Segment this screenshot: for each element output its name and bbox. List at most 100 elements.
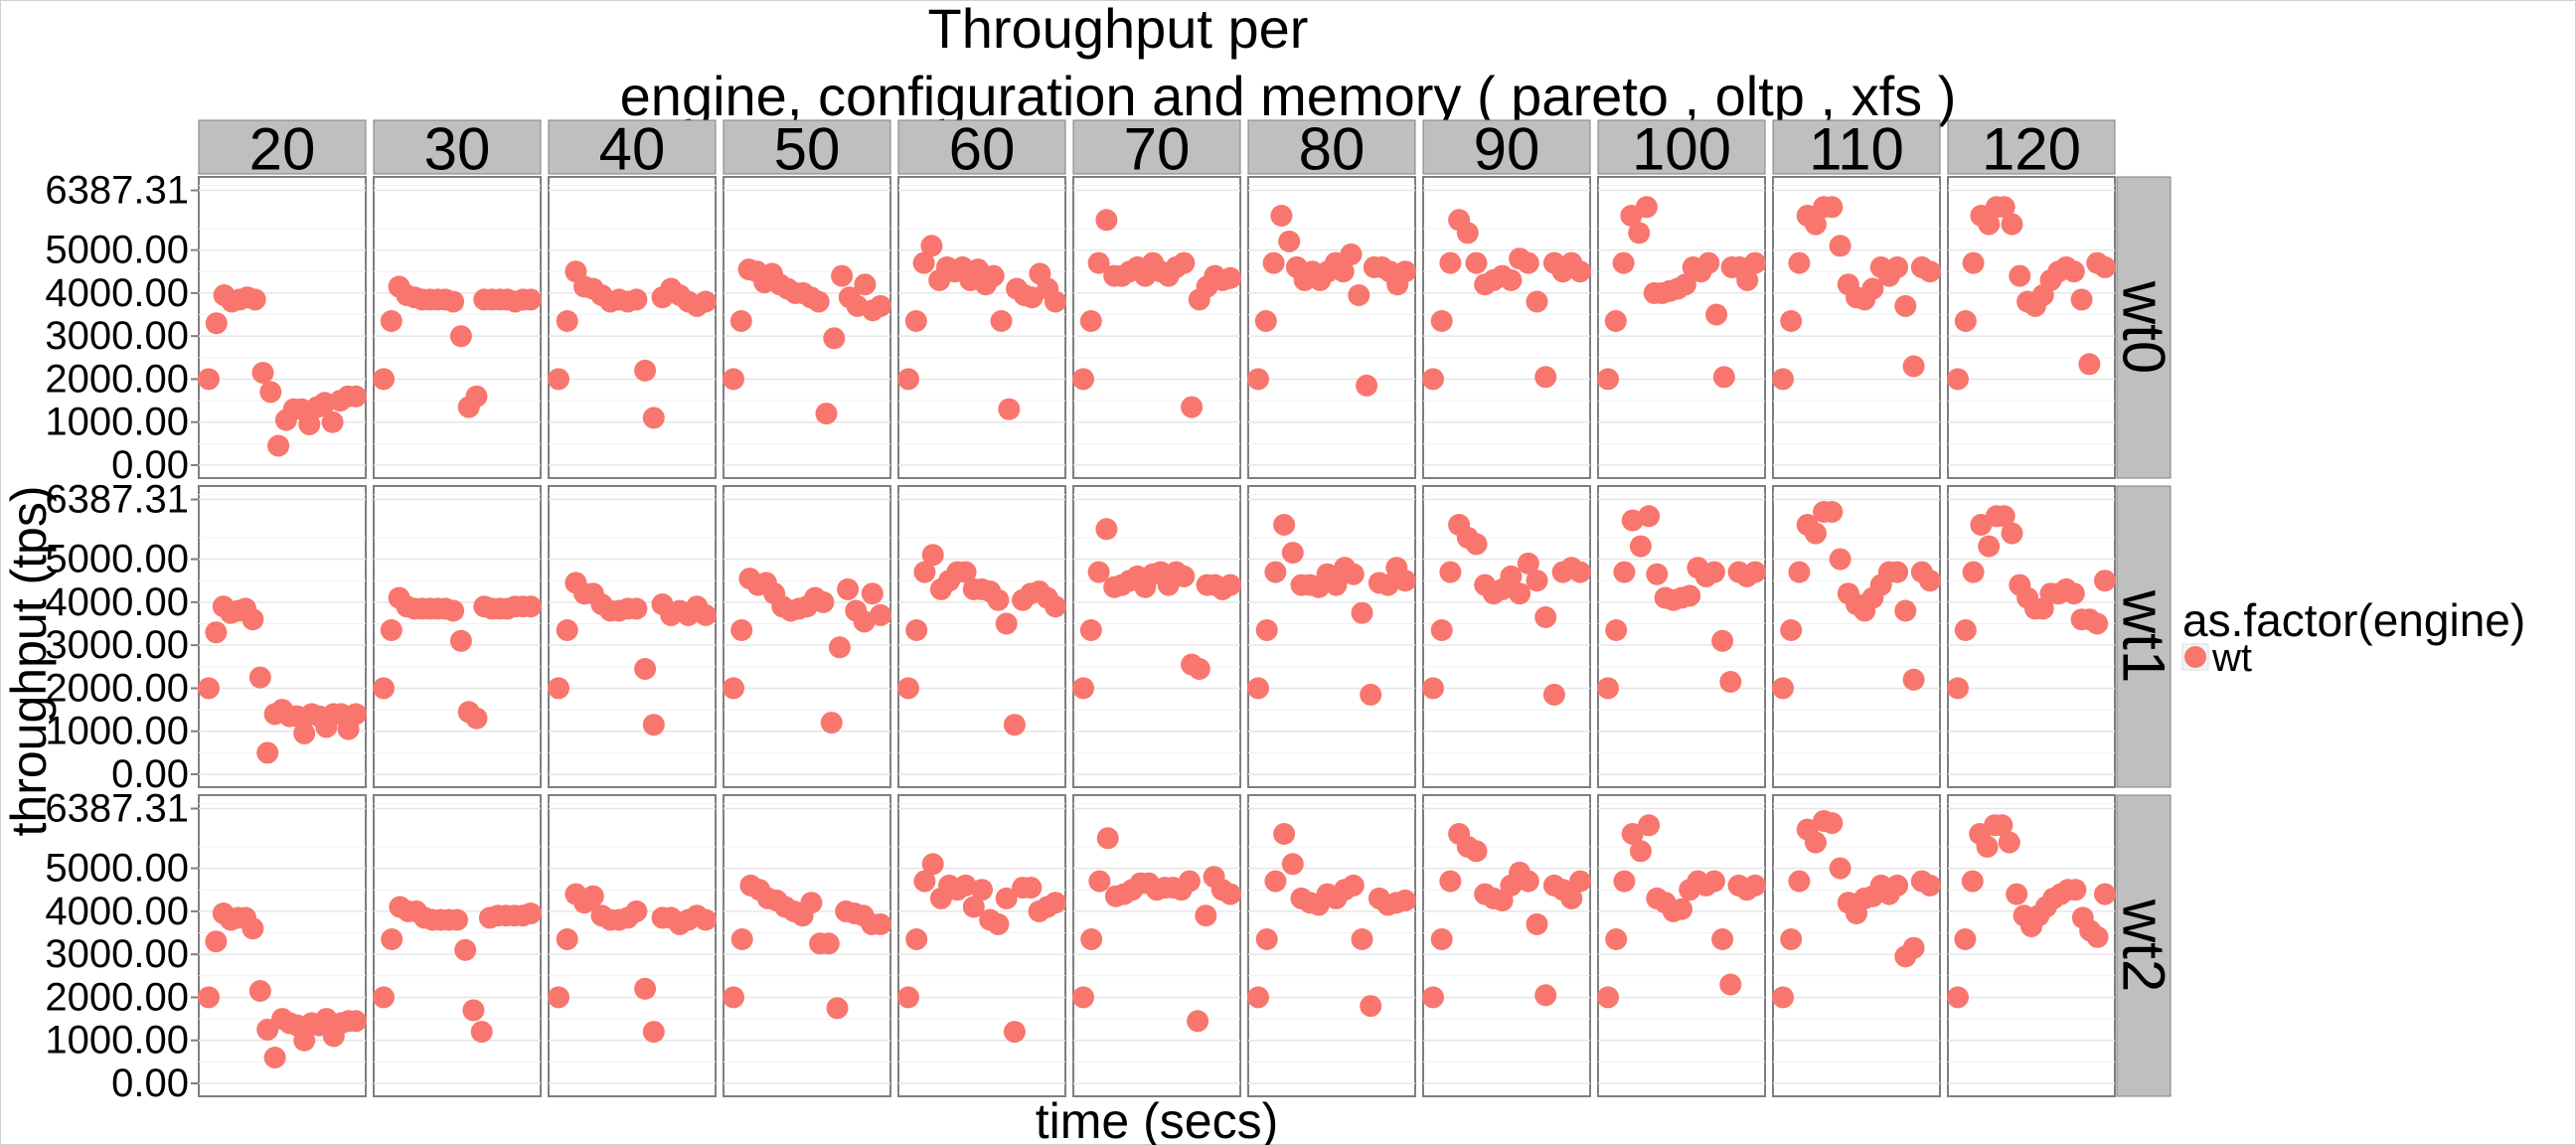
data-point [1629, 535, 1652, 558]
data-point [1947, 368, 1969, 391]
data-point [1736, 268, 1759, 291]
data-point [820, 712, 843, 735]
data-point [897, 677, 919, 700]
data-point [870, 603, 891, 626]
data-point [1674, 273, 1696, 296]
data-point [1247, 368, 1269, 391]
y-tick-label: 2000.00 [45, 357, 189, 401]
data-point [1080, 928, 1103, 950]
panel-wt2-20 [198, 794, 367, 1097]
data-point [2094, 255, 2116, 278]
data-point [870, 912, 891, 935]
data-point [256, 741, 279, 764]
panel-background [723, 794, 891, 1097]
legend-key-point [2184, 646, 2206, 668]
data-point [548, 368, 569, 391]
data-point [990, 310, 1013, 332]
data-point [1947, 677, 1969, 700]
data-point [1072, 677, 1094, 700]
data-point [2078, 353, 2101, 376]
y-tick-label: 5000.00 [45, 538, 189, 581]
data-point [2064, 879, 2087, 901]
data-point [1919, 260, 1941, 283]
data-point [465, 707, 488, 730]
panel-wt1-100 [1597, 485, 1766, 788]
data-point [1534, 984, 1557, 1007]
panel-background [198, 485, 367, 788]
data-point [2094, 883, 2116, 905]
data-point [1430, 310, 1453, 332]
column-strip-background [548, 119, 717, 175]
panel-background [1422, 794, 1591, 1097]
data-point [904, 310, 927, 332]
column-strip-label: 40 [599, 116, 666, 183]
data-point [807, 290, 830, 313]
data-point [1181, 396, 1204, 418]
data-point [1500, 268, 1523, 291]
column-strip-label: 100 [1632, 116, 1731, 183]
data-point [1597, 677, 1619, 700]
data-point [723, 986, 744, 1009]
data-point [1465, 840, 1488, 863]
panel-wt0-110 [1772, 176, 1941, 479]
data-point [1829, 235, 1852, 257]
data-point [1430, 619, 1453, 641]
data-point [730, 928, 753, 950]
column-strip-background [198, 119, 367, 175]
column-strip-background [1947, 119, 2116, 175]
data-point [828, 636, 851, 659]
data-point [1045, 290, 1066, 313]
data-point [259, 381, 282, 404]
data-point [205, 312, 228, 335]
y-tick-label: 5000.00 [45, 229, 189, 272]
data-point [642, 714, 665, 736]
data-point [1045, 892, 1066, 914]
data-point [1376, 573, 1399, 596]
data-point [345, 385, 367, 408]
data-point [1638, 814, 1661, 837]
data-point [1534, 606, 1557, 628]
data-point [2001, 522, 2023, 545]
data-point [695, 290, 717, 313]
data-point [548, 986, 569, 1009]
data-point [381, 928, 403, 950]
data-point [962, 896, 985, 918]
data-point [2086, 925, 2109, 948]
data-point [1087, 561, 1110, 583]
data-point [205, 930, 228, 953]
data-point [449, 629, 472, 652]
data-point [1079, 310, 1102, 332]
data-point [1342, 874, 1365, 897]
data-point [1465, 251, 1488, 274]
data-point [1821, 812, 1844, 835]
data-point [995, 612, 1018, 635]
panel-background [1247, 485, 1416, 788]
panel-wt2-60 [897, 794, 1066, 1097]
data-point [1804, 522, 1827, 545]
panel-background [1597, 176, 1766, 479]
panel-wt2-80 [1247, 794, 1416, 1097]
data-point [2094, 570, 2116, 592]
data-point [373, 368, 395, 391]
data-point [897, 368, 919, 391]
data-point [1096, 827, 1119, 850]
data-point [1829, 857, 1852, 880]
data-point [1465, 533, 1488, 556]
panel-wt0-70 [1072, 176, 1241, 479]
panel-wt2-30 [373, 794, 542, 1097]
data-point [1788, 251, 1811, 274]
panel-background [1247, 176, 1416, 479]
column-strip-background [1247, 119, 1416, 175]
data-point [634, 359, 657, 382]
data-point [1613, 561, 1636, 583]
panel-background [897, 485, 1066, 788]
column-strip-label: 70 [1124, 116, 1191, 183]
data-point [1394, 890, 1416, 911]
data-point [1517, 552, 1539, 574]
data-point [1020, 877, 1043, 900]
data-point [242, 608, 264, 631]
panel-background [1772, 485, 1941, 788]
data-point [470, 1021, 493, 1044]
column-strip-background [1597, 119, 1766, 175]
data-point [954, 561, 977, 583]
